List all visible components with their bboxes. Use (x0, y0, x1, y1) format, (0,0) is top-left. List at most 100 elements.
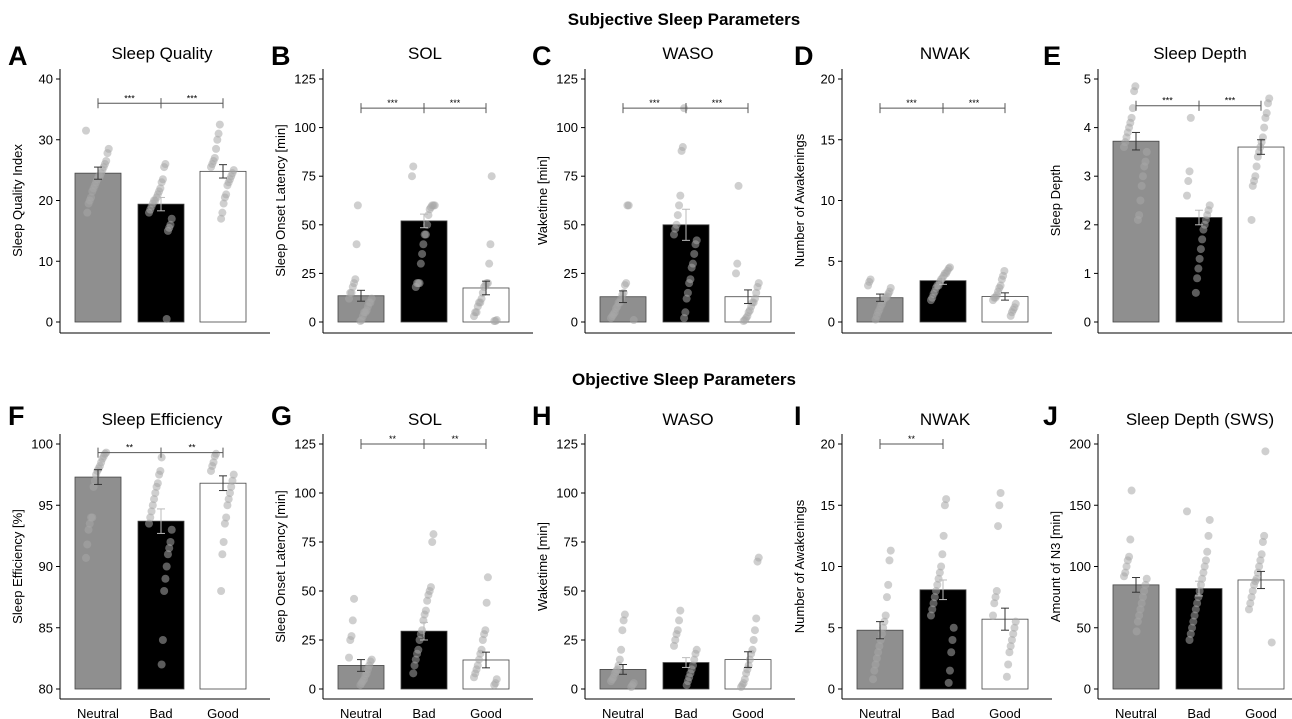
panel-letter: B (271, 41, 291, 71)
data-point (989, 296, 997, 305)
significance-label: *** (124, 93, 135, 103)
bar-neutral (74, 172, 122, 323)
data-point (1191, 605, 1200, 614)
y-axis-label: Sleep Onset Latency [min] (273, 490, 288, 642)
data-point (1186, 629, 1195, 638)
y-tick-label: 125 (556, 437, 578, 452)
y-tick-label: 25 (564, 633, 578, 648)
data-point (1196, 245, 1205, 254)
data-point (885, 556, 894, 565)
data-point (1199, 568, 1208, 577)
data-point (167, 525, 176, 534)
data-point (607, 314, 615, 323)
data-point (85, 519, 94, 528)
panel-title: NWAK (920, 44, 971, 63)
y-tick-label: 5 (1084, 72, 1091, 87)
data-point (934, 574, 943, 583)
x-tick-label: Neutral (77, 706, 119, 719)
data-point (408, 172, 416, 181)
data-point (1135, 611, 1144, 620)
data-point (419, 616, 428, 625)
bar-bad (919, 280, 967, 323)
data-point (938, 550, 947, 559)
data-point (929, 599, 938, 608)
y-tick-label: 0 (1084, 315, 1091, 330)
panel-title: Sleep Efficiency (102, 410, 223, 429)
data-point (1188, 623, 1197, 632)
data-point (227, 482, 236, 491)
data-point (207, 163, 215, 172)
y-tick-label: 200 (1069, 437, 1091, 452)
bar-neutral (1112, 584, 1160, 690)
x-tick-label: Good (207, 706, 239, 719)
y-tick-label: 1 (1084, 266, 1091, 281)
data-point (1140, 587, 1149, 595)
y-tick-label: 125 (556, 72, 578, 87)
data-point (419, 240, 428, 249)
data-point (478, 636, 487, 644)
significance-label: ** (908, 434, 916, 444)
data-point (1009, 629, 1018, 638)
data-point (147, 507, 156, 516)
data-point (415, 636, 424, 644)
significance-label: *** (712, 98, 723, 108)
significance-label: ** (126, 443, 134, 453)
y-axis-label: Sleep Quality Index (10, 144, 25, 257)
data-point (749, 636, 758, 644)
data-point (733, 259, 742, 268)
data-point (1004, 660, 1013, 669)
data-point (1010, 623, 1019, 632)
y-tick-label: 0 (828, 682, 835, 697)
data-point (680, 314, 689, 323)
data-point (627, 683, 636, 692)
data-point (160, 163, 169, 172)
data-point (994, 522, 1003, 531)
data-point (214, 129, 223, 138)
panel-title: WASO (662, 44, 713, 63)
data-point (1245, 605, 1253, 614)
data-point (490, 681, 499, 690)
data-point (734, 181, 743, 190)
data-point (1137, 599, 1146, 608)
y-tick-label: 50 (302, 584, 316, 599)
data-point (1006, 311, 1015, 320)
data-point (991, 593, 1000, 602)
data-point (487, 172, 496, 181)
bar-neutral (1112, 140, 1160, 323)
bar-bad (662, 224, 710, 323)
data-point (1255, 562, 1264, 571)
panel-title: Sleep Depth (SWS) (1126, 410, 1274, 429)
y-tick-label: 10 (39, 254, 53, 269)
significance-label: *** (906, 98, 917, 108)
data-point (1246, 599, 1255, 608)
data-point (1267, 638, 1276, 647)
data-point (210, 452, 219, 461)
data-point (1253, 568, 1262, 577)
data-point (90, 476, 99, 485)
data-point (220, 519, 229, 528)
y-tick-label: 90 (39, 559, 53, 574)
y-tick-label: 75 (564, 169, 578, 184)
data-point (1120, 572, 1128, 581)
data-point (215, 120, 224, 129)
data-point (1005, 648, 1014, 657)
y-axis-label: Amount of N3 [min] (1048, 511, 1063, 622)
data-point (158, 636, 167, 644)
y-tick-label: 100 (31, 437, 53, 452)
bar-good (1237, 579, 1285, 690)
data-point (411, 283, 420, 292)
data-point (687, 263, 696, 272)
data-point (1247, 215, 1256, 224)
data-point (675, 201, 684, 210)
data-point (150, 495, 159, 504)
data-point (486, 240, 495, 249)
data-point (1260, 123, 1269, 132)
panel-title: WASO (662, 410, 713, 429)
y-axis-label: Sleep Depth (1048, 165, 1063, 237)
data-point (1204, 531, 1213, 540)
data-point (1128, 104, 1137, 113)
data-point (676, 191, 685, 200)
data-point (942, 495, 951, 504)
significance-label: ** (188, 443, 196, 453)
